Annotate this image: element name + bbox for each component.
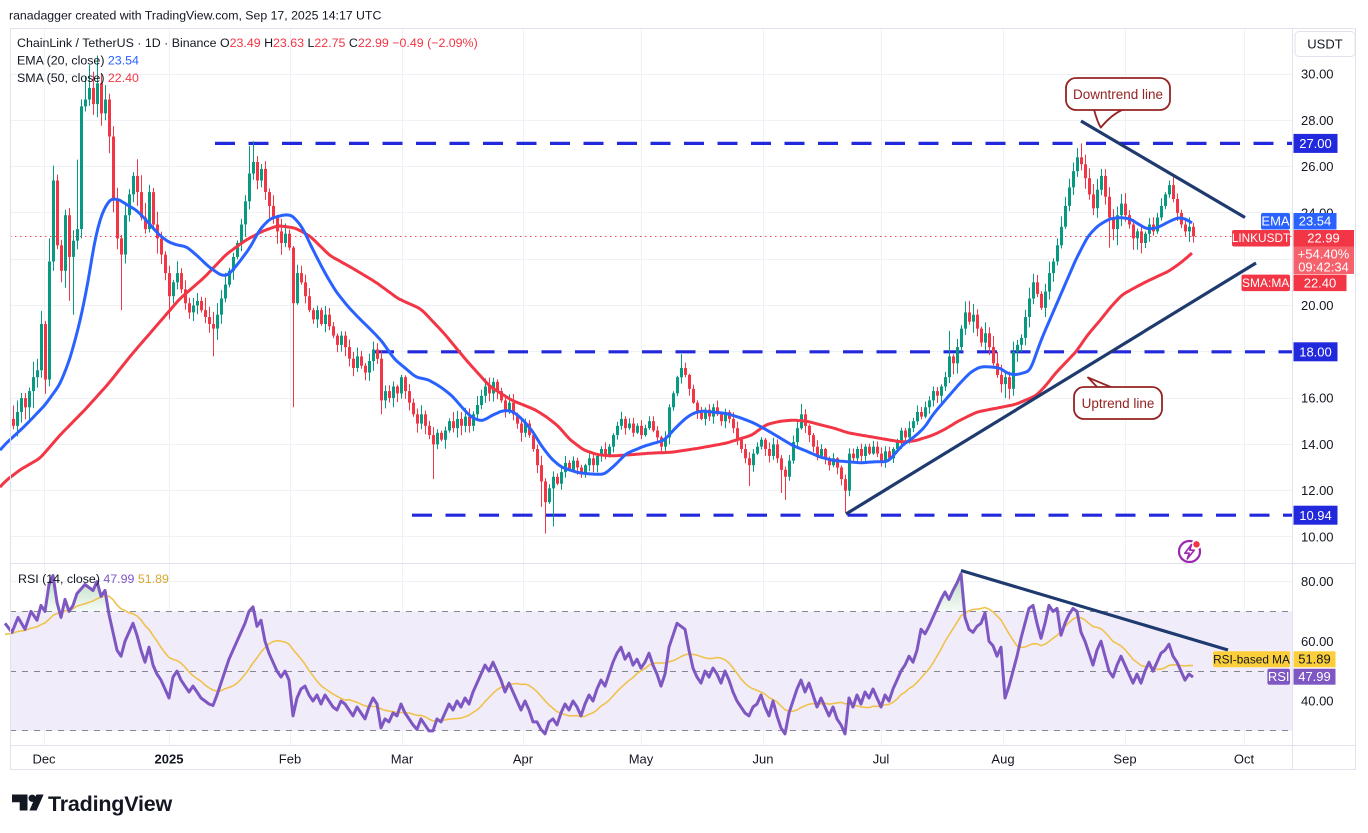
svg-text:USDT: USDT	[1307, 37, 1342, 52]
svg-text:51.89: 51.89	[1298, 652, 1331, 667]
svg-text:20.00: 20.00	[1301, 298, 1334, 313]
svg-text:18.00: 18.00	[1299, 345, 1332, 360]
svg-text:22.99: 22.99	[1307, 231, 1340, 246]
svg-text:80.00: 80.00	[1301, 574, 1334, 589]
svg-text:Mar: Mar	[391, 752, 414, 767]
svg-text:EMA (20, close) 23.54: EMA (20, close) 23.54	[17, 54, 139, 68]
svg-text:14.00: 14.00	[1301, 437, 1334, 452]
svg-text:Feb: Feb	[279, 752, 301, 767]
svg-text:60.00: 60.00	[1301, 634, 1334, 649]
svg-text:47.99: 47.99	[1298, 669, 1331, 684]
svg-text:12.00: 12.00	[1301, 483, 1334, 498]
svg-text:Aug: Aug	[991, 752, 1014, 767]
svg-text:RSI-based MA: RSI-based MA	[1213, 652, 1290, 666]
svg-text:ranadagger created with Tradin: ranadagger created with TradingView.com,…	[9, 9, 381, 23]
svg-text:10.00: 10.00	[1301, 530, 1334, 545]
svg-text:TradingView: TradingView	[48, 792, 173, 816]
svg-text:09:42:34: 09:42:34	[1298, 260, 1349, 275]
svg-text:Downtrend line: Downtrend line	[1073, 87, 1163, 102]
svg-text:16.00: 16.00	[1301, 391, 1334, 406]
svg-text:Sep: Sep	[1113, 752, 1136, 767]
svg-text:+54.40%: +54.40%	[1298, 247, 1350, 262]
svg-text:Oct: Oct	[1234, 752, 1255, 767]
svg-text:Dec: Dec	[32, 752, 56, 767]
svg-text:23.54: 23.54	[1299, 214, 1332, 229]
svg-text:40.00: 40.00	[1301, 694, 1334, 709]
svg-text:SMA:MA: SMA:MA	[1242, 276, 1289, 290]
svg-text:22.40: 22.40	[1304, 275, 1337, 290]
svg-text:2025: 2025	[155, 752, 184, 767]
svg-text:Apr: Apr	[513, 752, 534, 767]
svg-text:Jun: Jun	[753, 752, 774, 767]
svg-text:ChainLink / TetherUS · 1D · Bi: ChainLink / TetherUS · 1D · Binance O23.…	[17, 36, 478, 50]
svg-text:Uptrend line: Uptrend line	[1082, 396, 1155, 411]
svg-text:10.94: 10.94	[1299, 508, 1332, 523]
svg-text:28.00: 28.00	[1301, 113, 1334, 128]
svg-text:27.00: 27.00	[1299, 136, 1332, 151]
svg-text:RSI (14, close) 47.99 51.89: RSI (14, close) 47.99 51.89	[18, 572, 169, 586]
svg-text:26.00: 26.00	[1301, 159, 1334, 174]
svg-text:May: May	[629, 752, 654, 767]
svg-text:SMA (50, close) 22.40: SMA (50, close) 22.40	[17, 71, 139, 85]
svg-text:LINKUSDT: LINKUSDT	[1232, 231, 1290, 245]
svg-text:EMA: EMA	[1261, 214, 1290, 229]
svg-text:30.00: 30.00	[1301, 67, 1334, 82]
svg-text:Jul: Jul	[873, 752, 890, 767]
svg-text:RSI: RSI	[1268, 669, 1290, 684]
